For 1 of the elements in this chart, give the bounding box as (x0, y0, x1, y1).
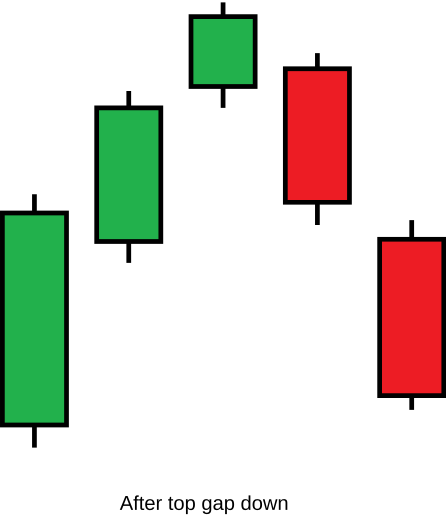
text: After top gap down (120, 495, 288, 514)
